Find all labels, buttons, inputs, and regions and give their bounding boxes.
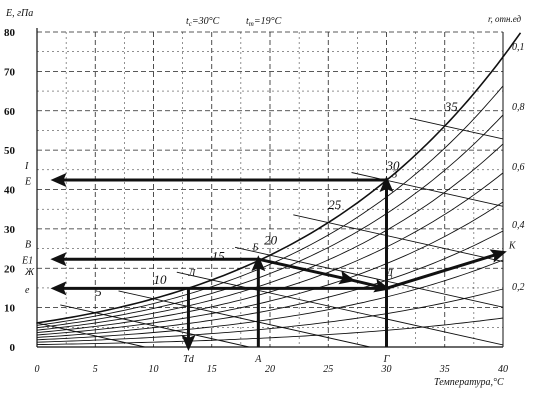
bottom-letter: Г bbox=[383, 354, 390, 365]
wet-bulb-line bbox=[176, 271, 504, 346]
wet-bulb-line bbox=[351, 172, 504, 207]
saturation-point bbox=[36, 322, 38, 324]
rh-curve bbox=[36, 317, 504, 346]
rh-curve bbox=[36, 230, 504, 338]
right-tick-label: 0,4 bbox=[512, 220, 525, 231]
header-tm: tm=19°C bbox=[246, 16, 282, 28]
chart-letter: З bbox=[392, 170, 397, 181]
y-tick-label: 30 bbox=[4, 224, 16, 236]
rh-curve bbox=[36, 288, 504, 343]
right-tick-label: 0,6 bbox=[512, 162, 525, 173]
plot-frame bbox=[36, 28, 504, 348]
x-tick-label: 35 bbox=[439, 364, 450, 375]
wet-bulb-line bbox=[234, 246, 504, 308]
x-tick-label: 30 bbox=[381, 364, 392, 375]
y-tick-label: 70 bbox=[4, 66, 16, 78]
rh-curve bbox=[36, 201, 504, 336]
saturation-point bbox=[327, 221, 330, 223]
process-arrow bbox=[386, 249, 507, 290]
x-tick-label: 10 bbox=[149, 364, 159, 375]
saturation-point bbox=[94, 311, 97, 314]
saturation-point bbox=[443, 124, 446, 127]
left-letter: E bbox=[24, 177, 31, 188]
header-tc: tc=30°C bbox=[186, 16, 220, 28]
wet-bulb-line bbox=[118, 290, 371, 348]
saturation-point bbox=[502, 55, 504, 58]
rh-curve bbox=[36, 143, 504, 331]
chart-letter: К bbox=[508, 241, 517, 252]
wet-bulb-label: 25 bbox=[328, 197, 342, 212]
chart-letter: Б bbox=[252, 243, 259, 254]
x-tick-label: 0 bbox=[35, 364, 40, 375]
left-letter: I bbox=[24, 161, 29, 172]
rh-curve bbox=[36, 259, 504, 341]
x-tick-labels: 0 5 10 15 20 25 30 35 40 bbox=[35, 364, 509, 375]
rh-curves bbox=[36, 85, 504, 346]
x-tick-label: 15 bbox=[207, 364, 217, 375]
left-letter: Ж bbox=[24, 267, 35, 278]
wet-bulb-labels: 5 10 15 20 25 30 35 bbox=[95, 99, 458, 299]
saturation-point bbox=[210, 279, 213, 281]
wet-bulb-line bbox=[60, 304, 250, 348]
saturation-point bbox=[269, 254, 271, 256]
grid bbox=[36, 31, 504, 348]
left-letter: e bbox=[25, 285, 30, 296]
wet-bulb-line bbox=[36, 322, 145, 348]
y-tick-label: 10 bbox=[4, 303, 16, 315]
left-letter: B bbox=[25, 240, 31, 251]
right-tick-labels: 0,2 0,4 0,6 0,8 0,1 bbox=[512, 42, 525, 293]
y-axis-label: E, гПа bbox=[5, 8, 33, 19]
wet-bulb-line bbox=[409, 117, 504, 140]
y-tick-label: 50 bbox=[4, 145, 16, 157]
right-tick-label: 0,2 bbox=[512, 282, 525, 293]
wet-bulb-label: 30 bbox=[386, 158, 401, 173]
y-tick-label: 20 bbox=[4, 263, 16, 275]
saturation-curve bbox=[36, 32, 522, 324]
saturation-point bbox=[385, 179, 388, 181]
rh-curve bbox=[36, 85, 504, 326]
chart-letter: Д bbox=[386, 268, 394, 279]
right-tick-label: 0,8 bbox=[512, 102, 525, 113]
process-arrow bbox=[258, 257, 356, 285]
rh-curve bbox=[36, 172, 504, 334]
x-tick-label: 20 bbox=[265, 364, 275, 375]
saturation-point bbox=[152, 297, 155, 300]
x-tick-label: 25 bbox=[323, 364, 333, 375]
rh-curve bbox=[36, 114, 504, 329]
y-tick-label: 60 bbox=[4, 106, 16, 118]
right-tick-label: 0,1 bbox=[512, 42, 525, 53]
x-tick-label: 5 bbox=[93, 364, 98, 375]
y-tick-labels: 0 10 20 30 40 50 60 70 80 bbox=[4, 27, 16, 354]
chart-letter: Л bbox=[187, 268, 196, 279]
y-tick-label: 80 bbox=[4, 27, 16, 39]
x-axis-label: Температура,°С bbox=[434, 377, 504, 388]
x-tick-label: 40 bbox=[498, 364, 508, 375]
bottom-letter: A bbox=[254, 354, 262, 365]
bottom-letter: Td bbox=[183, 354, 195, 365]
wet-bulb-label: 15 bbox=[212, 248, 226, 263]
wet-bulb-label: 10 bbox=[154, 272, 168, 287]
left-letter: E1 bbox=[21, 255, 33, 266]
wet-bulb-label: 35 bbox=[444, 99, 459, 114]
wet-bulb-label: 20 bbox=[264, 233, 278, 248]
right-axis-label: r, отн.ед bbox=[488, 14, 521, 24]
arrows bbox=[50, 173, 507, 351]
y-tick-label: 40 bbox=[4, 185, 16, 197]
wet-bulb-label: 5 bbox=[95, 284, 102, 299]
y-tick-label: 0 bbox=[10, 342, 16, 354]
